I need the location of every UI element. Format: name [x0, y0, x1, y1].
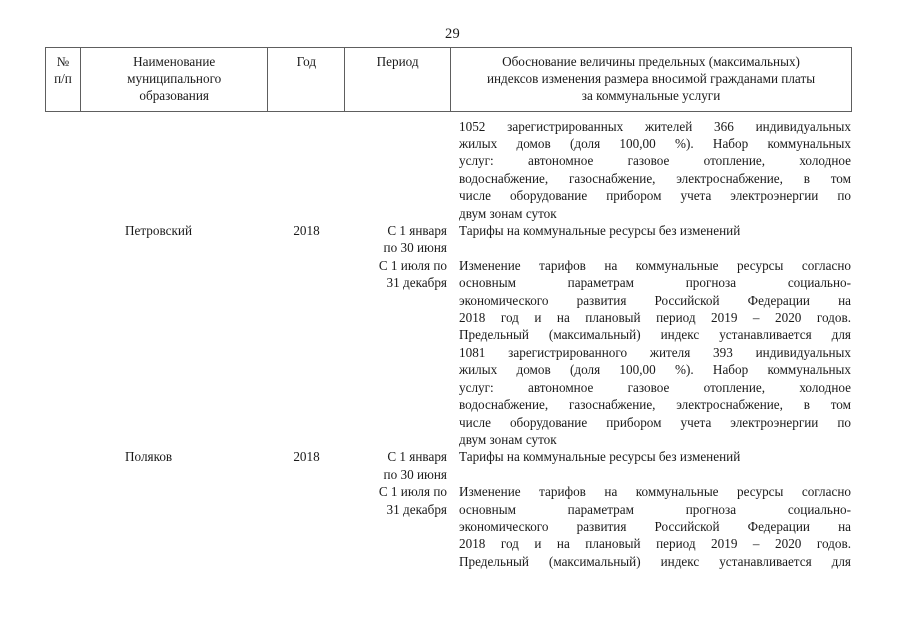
- indices-table: № п/п Наименование муниципального образо…: [45, 47, 852, 570]
- period-first-half-line1: С 1 января: [387, 223, 447, 239]
- header-year-label: Год: [296, 54, 317, 69]
- table-header-row: № п/п Наименование муниципального образо…: [45, 47, 852, 112]
- header-cell-number: № п/п: [46, 48, 81, 111]
- row-municipality-cell: Поляков: [125, 449, 173, 465]
- continued-line: 1052 зарегистрированных жителей 366 инди…: [459, 118, 851, 134]
- table-row-continued: 1052 зарегистрированных жителей 366 инди…: [45, 118, 852, 222]
- continued-line: водоснабжение, газоснабжение, электросна…: [459, 170, 851, 186]
- header-cell-year: Год: [268, 48, 346, 111]
- header-justification-line3: за коммунальные услуги: [581, 88, 721, 104]
- justification-line: 2018 год и на плановый период 2019 – 202…: [459, 536, 851, 552]
- justification-line: жилых домов (доля 100,00 %). Набор комму…: [459, 362, 851, 378]
- justification-line: водоснабжение, газоснабжение, электросна…: [459, 397, 851, 413]
- table-row: Поляков 2018 С 1 января по 30 июня С 1 и…: [45, 448, 852, 570]
- header-number-line1: №: [56, 54, 70, 69]
- continued-line: услуг: автономное газовое отопление, хол…: [459, 153, 851, 169]
- justification-line: 2018 год и на плановый период 2019 – 202…: [459, 310, 851, 326]
- header-cell-period: Период: [345, 48, 452, 111]
- justification-line: услуг: автономное газовое отопление, хол…: [459, 379, 851, 395]
- justification-line: основным параметрам прогноза социально-: [459, 275, 851, 291]
- table-body: 1052 зарегистрированных жителей 366 инди…: [45, 118, 852, 571]
- period-second-half-line2: 31 декабря: [386, 501, 447, 517]
- header-cell-justification: Обоснование величины предельных (максима…: [451, 48, 851, 111]
- header-cell-municipality: Наименование муниципального образования: [81, 48, 269, 111]
- justification-no-change: Тарифы на коммунальные ресурсы без измен…: [459, 449, 741, 465]
- continued-line: числе оборудование прибором учета электр…: [459, 188, 851, 204]
- row-justification-cell: Тарифы на коммунальные ресурсы без измен…: [451, 222, 852, 448]
- continued-line: жилых домов (доля 100,00 %). Набор комму…: [459, 136, 851, 152]
- header-municipality-line2: муниципального: [127, 71, 222, 87]
- justification-line: экономического развития Российской Федер…: [459, 518, 851, 534]
- period-first-half-line2: по 30 июня: [383, 466, 447, 482]
- period-second-half-line1: С 1 июля по: [378, 257, 447, 273]
- header-municipality-line3: образования: [139, 88, 209, 104]
- row-justification-cell: Тарифы на коммунальные ресурсы без измен…: [451, 448, 852, 570]
- justification-line: числе оборудование прибором учета электр…: [459, 414, 851, 430]
- row-period-cell: С 1 января по 30 июня С 1 июля по 31 дек…: [345, 448, 451, 518]
- header-municipality-line1: Наименование: [133, 54, 216, 69]
- table-row: Петровский 2018 С 1 января по 30 июня С …: [45, 222, 852, 448]
- justification-line: Изменение тарифов на коммунальные ресурс…: [459, 257, 851, 273]
- paragraph-spacer: [459, 239, 851, 256]
- justification-line: Предельный (максимальный) индекс устанав…: [459, 327, 851, 343]
- row-year-cell: 2018: [293, 223, 320, 239]
- page-number: 29: [445, 26, 460, 42]
- period-second-half-line2: 31 декабря: [386, 275, 447, 291]
- justification-line: основным параметрам прогноза социально-: [459, 501, 851, 517]
- row-period-cell: С 1 января по 30 июня С 1 июля по 31 дек…: [345, 222, 451, 292]
- row-year-cell: 2018: [293, 449, 320, 465]
- period-second-half-line1: С 1 июля по: [378, 484, 447, 500]
- justification-line: экономического развития Российской Федер…: [459, 292, 851, 308]
- header-justification-line2: индексов изменения размера вносимой граж…: [486, 71, 816, 87]
- header-justification-line1: Обоснование величины предельных (максима…: [502, 54, 800, 69]
- justification-line: двум зонам суток: [459, 431, 557, 447]
- continued-justification-cell: 1052 зарегистрированных жителей 366 инди…: [451, 118, 852, 222]
- justification-line: 1081 зарегистрированного жителя 393 инди…: [459, 344, 851, 360]
- period-first-half-line1: С 1 января: [387, 449, 447, 465]
- period-first-half-line2: по 30 июня: [383, 240, 447, 256]
- header-number-line2: п/п: [54, 71, 72, 87]
- justification-no-change: Тарифы на коммунальные ресурсы без измен…: [459, 223, 741, 239]
- justification-line: Предельный (максимальный) индекс устанав…: [459, 553, 851, 569]
- justification-line: Изменение тарифов на коммунальные ресурс…: [459, 484, 851, 500]
- paragraph-spacer: [459, 466, 851, 483]
- row-municipality-cell: Петровский: [125, 223, 193, 239]
- continued-line: двум зонам суток: [459, 205, 557, 221]
- header-period-label: Период: [376, 54, 419, 69]
